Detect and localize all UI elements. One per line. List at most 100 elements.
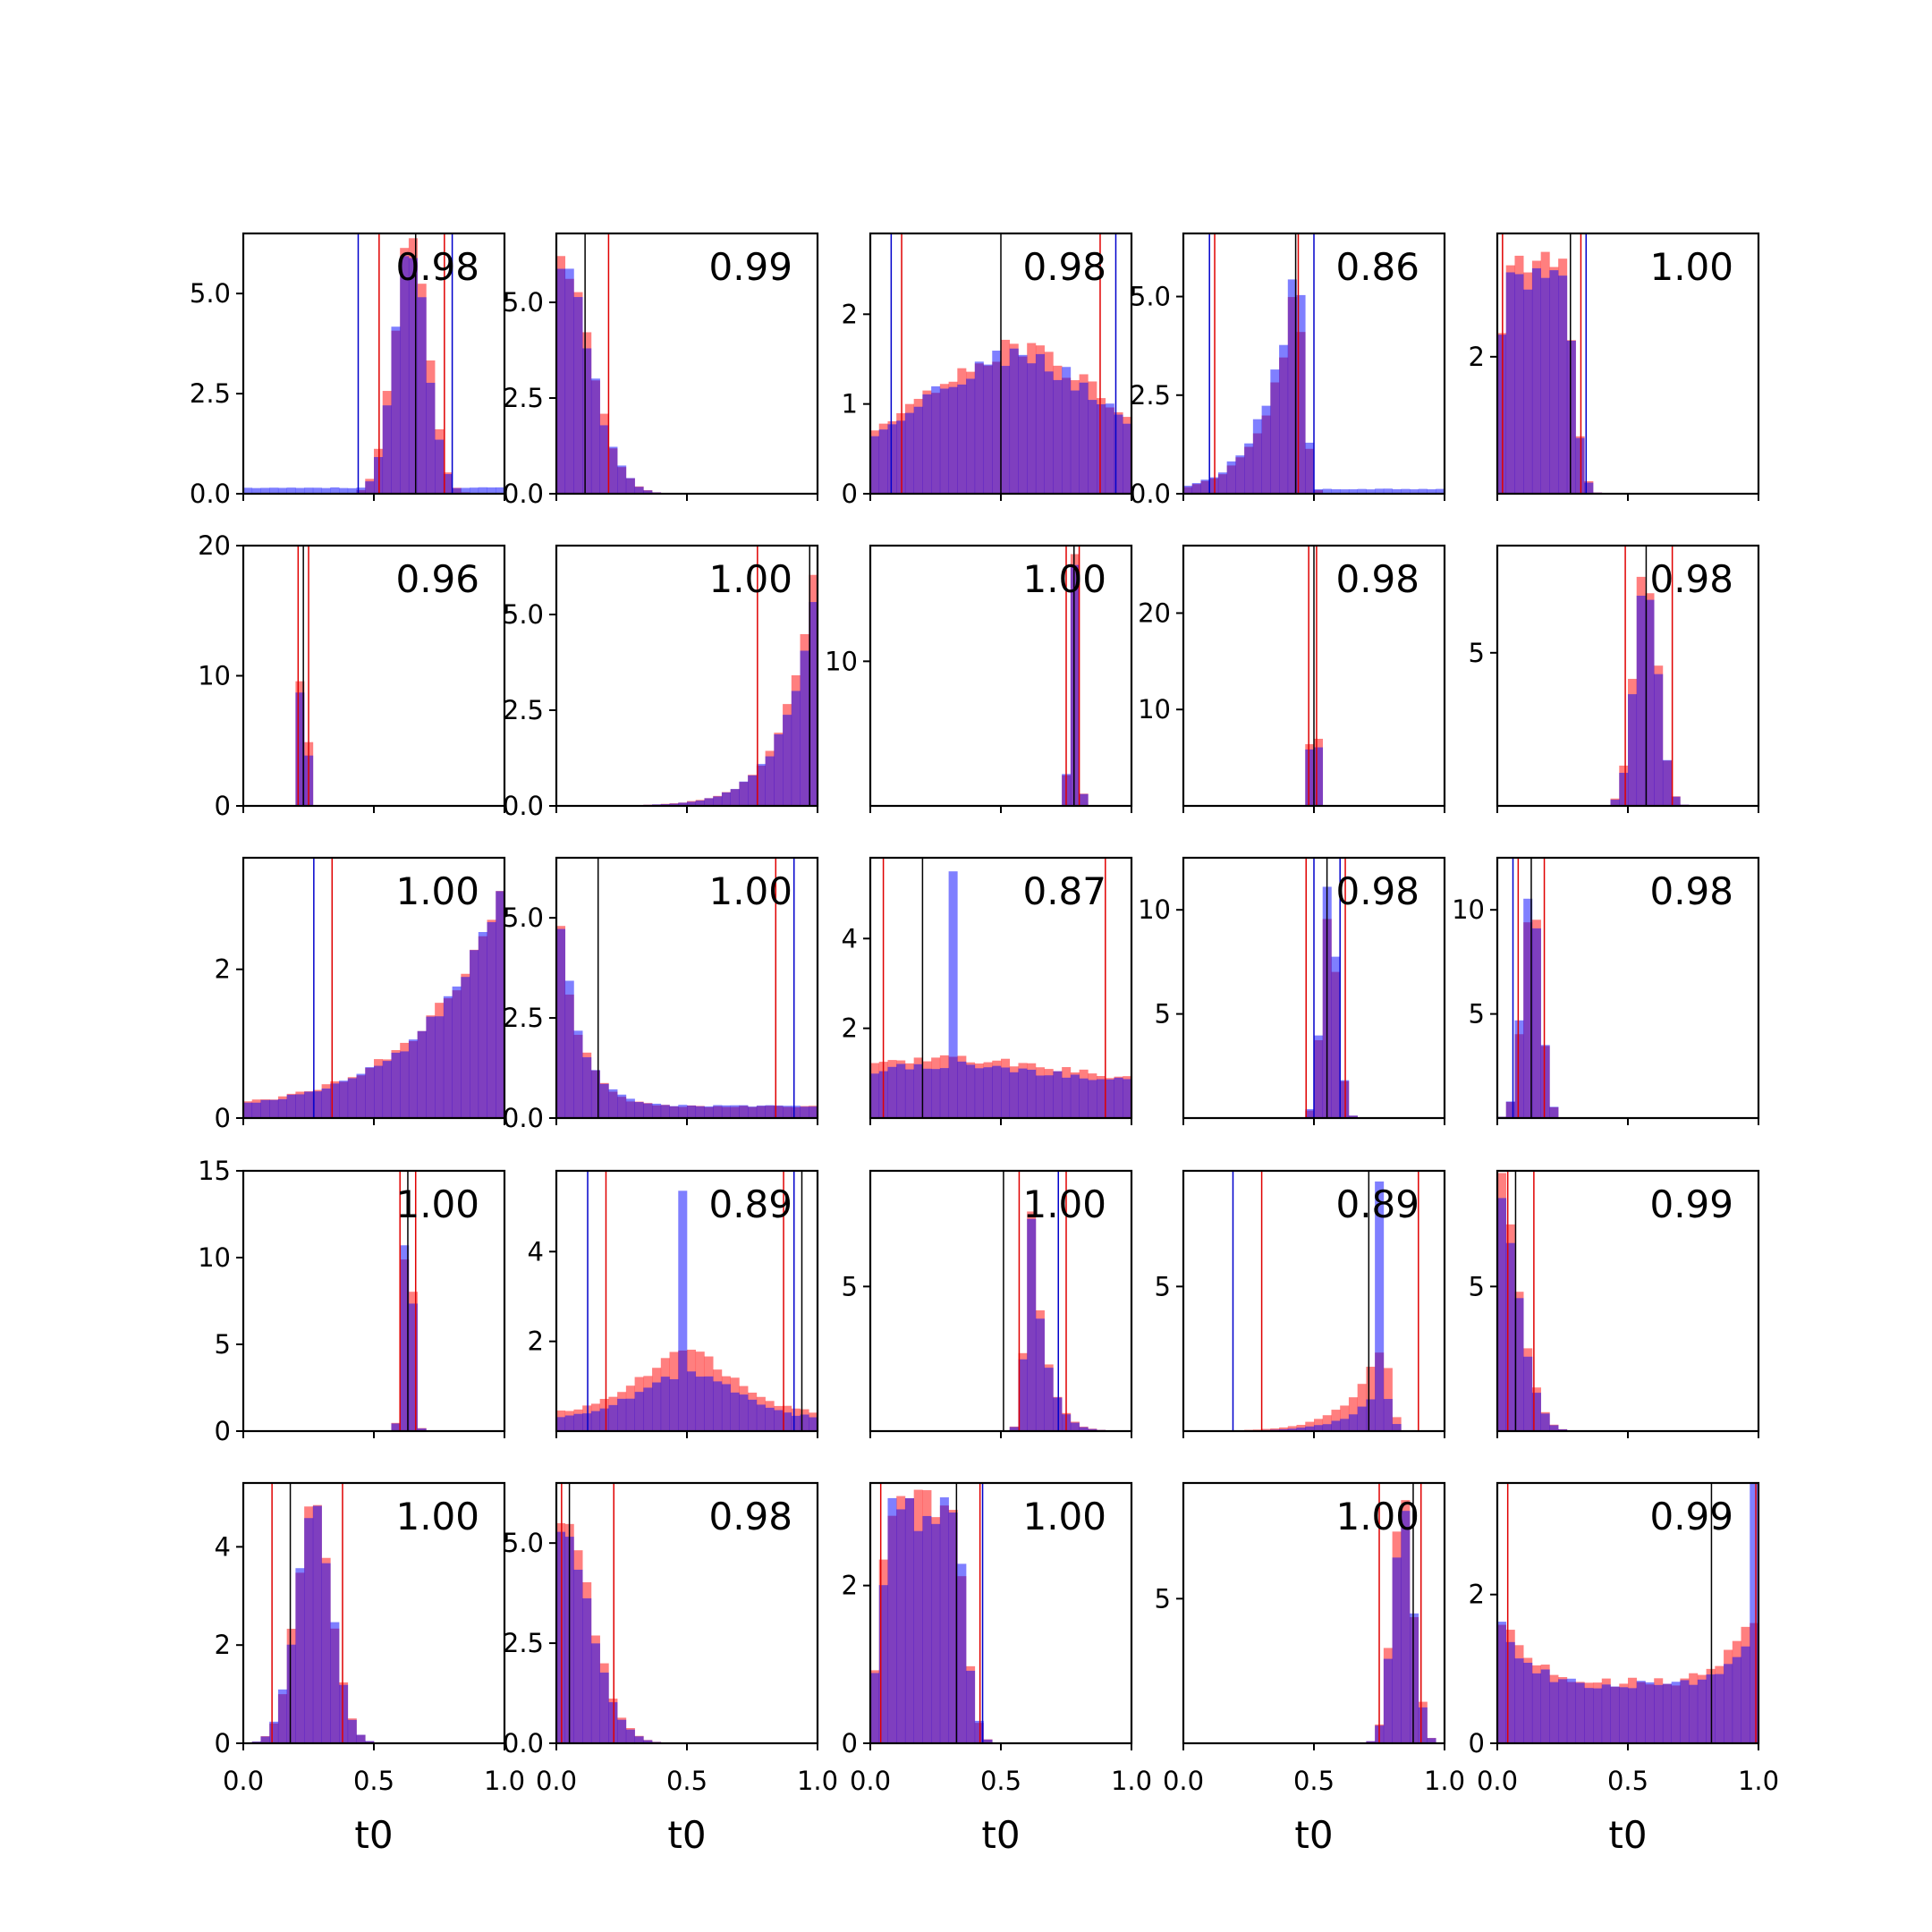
subplot-5-2: 0.0 2.5 5.0 0.0 0.5 1.0 t0 0.98 [503,1481,838,1857]
blue-hist-bar [1410,1613,1419,1743]
blue-hist-bar [1662,759,1672,806]
y-tick-label: 0.0 [503,1728,544,1758]
blue-hist-bar [1410,489,1419,494]
red-hist-bar [1348,1397,1358,1431]
blue-hist-bar [1514,1020,1524,1118]
blue-hist-bar [1523,289,1533,494]
blue-hist-bar [295,1568,305,1743]
subplot-5-3: 0 2 0.0 0.5 1.0 t0 1.00 [842,1481,1152,1857]
blue-hist-bar [730,1105,740,1118]
blue-hist-bar [564,980,574,1118]
y-tick-label: 20 [1138,597,1171,628]
blue-hist-bar [625,1729,635,1743]
blue-hist-bar [704,798,714,806]
y-tick-label: 2 [215,954,231,985]
blue-hist-bar [887,1066,897,1118]
blue-hist-bar [1628,694,1638,806]
blue-hist-bar [608,1404,618,1431]
blue-hist-bar [983,364,993,494]
blue-hist-bar [931,1523,941,1743]
blue-hist-bar [1200,479,1210,494]
y-tick-label: 0 [842,479,858,509]
blue-hist-bar [1636,596,1646,806]
blue-hist-bar [1027,363,1037,494]
blue-hist-bar [896,1063,906,1118]
blue-hist-bar [1305,442,1315,494]
coverage-score: 1.00 [1022,557,1106,601]
blue-hist-bar [608,446,618,494]
blue-hist-bar [800,1106,809,1118]
blue-hist-bar [678,1105,688,1118]
blue-hist-bar [374,456,384,494]
blue-hist-bar [330,487,340,494]
blue-hist-bar [1427,1738,1436,1743]
blue-hist-bar [1645,599,1655,806]
blue-hist-bar [1027,1069,1037,1118]
blue-hist-bar [974,1068,984,1118]
blue-hist-bar [564,268,574,494]
blue-hist-bar [304,1518,314,1743]
y-tick-label: 5 [1155,1583,1171,1614]
y-tick-label: 0.0 [503,479,544,509]
blue-hist-bar [1505,1101,1515,1118]
blue-hist-bar [1191,483,1201,494]
blue-hist-bar [1331,956,1341,1118]
blue-hist-bar [1044,371,1054,494]
blue-hist-bar [939,1068,949,1118]
blue-hist-bar [1732,1657,1741,1743]
blue-hist-bar [1383,488,1393,494]
blue-hist-bar [730,789,740,806]
blue-hist-bar [1531,928,1541,1118]
blue-hist-bar [1566,340,1576,494]
subplot-2-1: 0 10 20 0.96 [198,530,506,821]
subplot-1-3: 0 1 2 0.98 [842,232,1133,509]
blue-hist-bar [1505,1242,1515,1431]
blue-hist-bar [748,775,758,806]
subplot-1-2: 0.0 2.5 5.0 0.99 [503,232,819,509]
blue-hist-bar [408,1039,418,1118]
x-tick-label: 0.0 [1163,1766,1204,1796]
blue-hist-bar [461,977,470,1118]
blue-hist-bar [391,326,401,494]
blue-hist-bar [1436,488,1445,494]
blue-hist-bar [339,1080,349,1118]
blue-hist-bar [1636,1681,1646,1743]
x-tick-label: 1.0 [1111,1766,1152,1796]
blue-hist-bar [260,487,270,494]
blue-hist-bar [1540,277,1550,494]
blue-hist-bar [1340,1080,1350,1118]
blue-hist-bar [1001,1067,1011,1118]
x-tick-label: 0.5 [353,1766,394,1796]
blue-hist-bar [625,478,635,494]
y-tick-label: 10 [825,646,858,676]
blue-hist-bar [1114,1077,1123,1118]
y-tick-label: 4 [528,1236,544,1267]
blue-hist-bar [678,802,688,806]
blue-hist-bar [1662,1683,1672,1743]
blue-hist-bar [312,1505,322,1743]
blue-hist-bar [1531,1393,1541,1431]
blue-hist-bar [286,487,296,494]
blue-hist-bar [721,792,731,806]
red-hist-bar [1322,1415,1332,1431]
blue-hist-bar [800,650,809,806]
y-tick-label: 5 [1155,1271,1171,1301]
blue-hist-bar [573,1569,583,1743]
coverage-score: 0.98 [1649,557,1733,601]
blue-hist-bar [617,1719,627,1743]
blue-hist-bar [330,1083,340,1118]
subplot-1-5: 21.00 [1469,232,1760,501]
blue-hist-bar [904,1069,914,1118]
blue-hist-bar [634,1736,644,1743]
blue-hist-bar [1540,1045,1550,1118]
blue-hist-bar [966,378,976,494]
x-axis-label: t0 [1608,1813,1647,1857]
blue-hist-bar [1654,674,1664,806]
blue-hist-bar [487,487,496,494]
blue-hist-bar [1314,1035,1324,1118]
coverage-score: 1.00 [395,869,479,913]
blue-hist-bar [1331,489,1341,494]
blue-hist-bar [1009,1072,1019,1118]
blue-hist-bar [590,1070,600,1118]
blue-hist-bar [295,692,305,806]
